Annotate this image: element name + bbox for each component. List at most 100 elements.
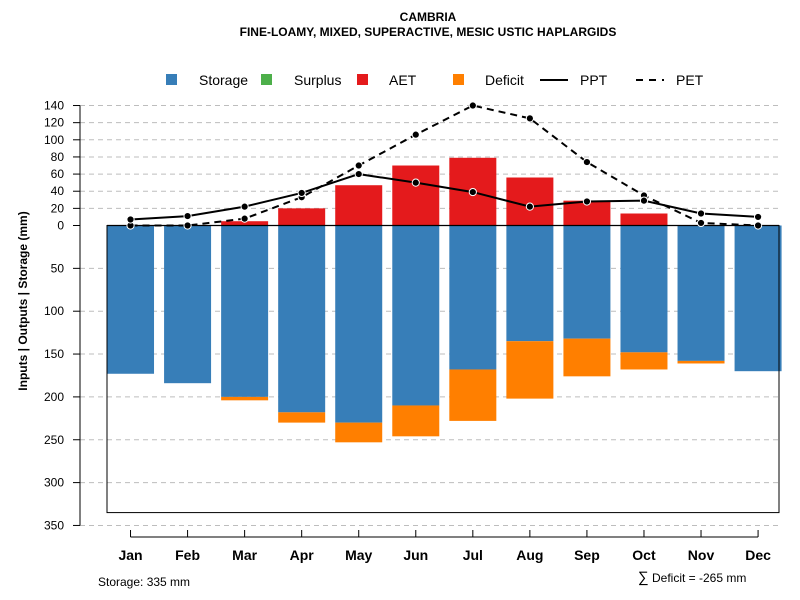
storage-bar-May bbox=[335, 225, 383, 423]
deficit-bar-Jun bbox=[392, 405, 440, 437]
deficit-bar-Apr bbox=[278, 412, 326, 423]
y-tick-label-0: 0 bbox=[57, 219, 64, 233]
storage-bar-Jul bbox=[449, 225, 497, 370]
legend: Storage Surplus AET Deficit PPT PET bbox=[166, 72, 704, 88]
legend-item-pet: PET bbox=[636, 72, 704, 88]
storage-bar-Jan bbox=[107, 225, 155, 374]
chart-title: CAMBRIA bbox=[400, 10, 457, 24]
month-label-Dec: Dec bbox=[745, 547, 771, 563]
y-tick-label-80: 80 bbox=[51, 150, 65, 164]
ppt-point-Jul bbox=[468, 187, 477, 197]
ppt-point-Jun bbox=[411, 178, 420, 187]
y-tick-label-100: 100 bbox=[44, 133, 64, 147]
y-tick-label-neg-100: 100 bbox=[44, 304, 64, 318]
deficit-bar-Aug bbox=[506, 341, 554, 399]
storage-bar-Aug bbox=[506, 225, 554, 342]
month-label-Oct: Oct bbox=[632, 547, 656, 563]
legend-swatch-surplus bbox=[261, 74, 272, 85]
storage-bar-Dec bbox=[734, 225, 782, 372]
y-tick-label-40: 40 bbox=[51, 184, 65, 198]
legend-swatch-aet bbox=[357, 74, 368, 85]
pet-point-Jul bbox=[468, 101, 477, 110]
pet-point-Aug bbox=[525, 114, 534, 123]
deficit-bar-Mar bbox=[221, 396, 269, 401]
month-label-Mar: Mar bbox=[232, 547, 257, 563]
ppt-point-Sep bbox=[582, 197, 592, 206]
month-label-Sep: Sep bbox=[574, 547, 600, 563]
ppt-point-Mar bbox=[240, 202, 249, 211]
legend-swatch-deficit bbox=[453, 74, 464, 85]
legend-label-pet: PET bbox=[676, 72, 704, 88]
ppt-point-Jan bbox=[126, 215, 135, 224]
legend-item-deficit: Deficit bbox=[453, 72, 524, 88]
legend-label-storage: Storage bbox=[199, 72, 248, 88]
y-tick-label-neg-350: 350 bbox=[44, 518, 64, 532]
sum-symbol: ∑ bbox=[638, 569, 649, 586]
pet-point-Sep bbox=[582, 157, 592, 167]
legend-label-deficit: Deficit bbox=[485, 72, 524, 88]
month-label-Jan: Jan bbox=[118, 547, 142, 563]
deficit-bar-Jul bbox=[449, 369, 497, 421]
y-tick-label-neg-150: 150 bbox=[44, 347, 64, 361]
y-tick-label-neg-250: 250 bbox=[44, 433, 64, 447]
pet-point-Nov bbox=[696, 218, 706, 228]
ppt-point-May bbox=[354, 169, 363, 179]
pet-point-Mar bbox=[240, 214, 249, 223]
deficit-bar-Nov bbox=[677, 360, 725, 364]
pet-point-May bbox=[354, 161, 363, 170]
plot-frame bbox=[106, 224, 780, 514]
legend-label-ppt: PPT bbox=[580, 72, 608, 88]
pet-point-Dec bbox=[753, 221, 763, 230]
aet-bar-Mar bbox=[221, 221, 269, 226]
bars bbox=[107, 157, 782, 443]
legend-label-aet: AET bbox=[389, 72, 417, 88]
ppt-point-Nov bbox=[696, 209, 706, 218]
y-tick-label-neg-50: 50 bbox=[51, 261, 65, 275]
pet-point-Jun bbox=[411, 130, 420, 139]
deficit-bar-Sep bbox=[563, 338, 611, 377]
pet-point-Feb bbox=[183, 221, 192, 230]
legend-item-storage: Storage bbox=[166, 72, 248, 88]
deficit-bar-Oct bbox=[620, 352, 668, 370]
ppt-point-Dec bbox=[753, 212, 763, 222]
storage-bar-Apr bbox=[278, 225, 326, 413]
ppt-point-Aug bbox=[525, 202, 534, 211]
series-lines bbox=[126, 101, 763, 230]
aet-bar-Jun bbox=[392, 165, 440, 226]
chart-subtitle: FINE-LOAMY, MIXED, SUPERACTIVE, MESIC US… bbox=[240, 25, 617, 39]
storage-bar-Sep bbox=[563, 225, 611, 339]
month-label-Feb: Feb bbox=[175, 547, 200, 563]
y-tick-label-120: 120 bbox=[44, 116, 64, 130]
y-tick-label-20: 20 bbox=[51, 201, 65, 215]
month-label-Nov: Nov bbox=[688, 547, 715, 563]
legend-label-surplus: Surplus bbox=[294, 72, 341, 88]
y-tick-label-neg-300: 300 bbox=[44, 476, 64, 490]
storage-bar-Feb bbox=[164, 225, 212, 384]
axes: 0 20 40 60 80 100 120 140 50 100 150 200 250 300 350 Ja… bbox=[44, 99, 771, 563]
legend-item-surplus: Surplus bbox=[261, 72, 341, 88]
storage-bar-Jun bbox=[392, 225, 440, 406]
month-label-Aug: Aug bbox=[516, 547, 543, 563]
storage-footnote: Storage: 335 mm bbox=[98, 575, 190, 589]
storage-bar-Mar bbox=[221, 225, 269, 397]
deficit-footnote: Deficit = -265 mm bbox=[652, 571, 746, 585]
aet-bar-May bbox=[335, 185, 383, 226]
month-label-Jun: Jun bbox=[403, 547, 428, 563]
month-label-May: May bbox=[345, 547, 372, 563]
month-label-Apr: Apr bbox=[290, 547, 315, 563]
storage-bar-Oct bbox=[620, 225, 668, 353]
ppt-point-Feb bbox=[183, 211, 192, 221]
aet-bar-Apr bbox=[278, 208, 326, 226]
legend-item-ppt: PPT bbox=[540, 72, 608, 88]
aet-bar-Aug bbox=[506, 177, 554, 226]
y-axis-title: Inputs | Outputs | Storage (mm) bbox=[16, 211, 30, 390]
y-tick-label-140: 140 bbox=[44, 99, 64, 113]
deficit-bar-May bbox=[335, 422, 383, 443]
legend-swatch-storage bbox=[166, 74, 177, 85]
y-tick-label-60: 60 bbox=[51, 167, 65, 181]
ppt-point-Apr bbox=[297, 188, 306, 198]
ppt-point-Oct bbox=[639, 196, 649, 205]
y-tick-label-neg-200: 200 bbox=[44, 390, 64, 404]
